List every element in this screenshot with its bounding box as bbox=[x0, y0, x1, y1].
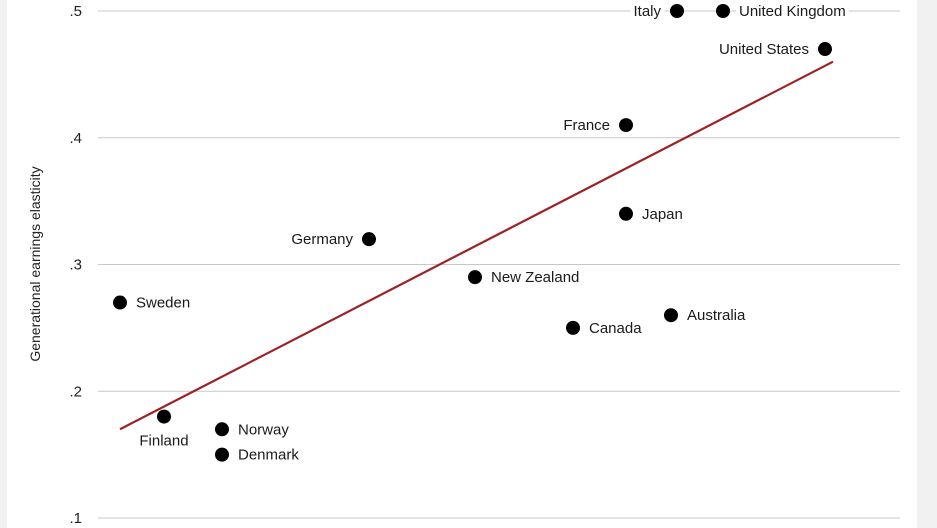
point-label-background bbox=[235, 446, 303, 464]
point-label: New Zealand bbox=[491, 269, 579, 286]
point-label-background bbox=[136, 432, 192, 450]
y-tick-label: .2 bbox=[69, 383, 82, 400]
y-tick-label: .3 bbox=[69, 257, 82, 274]
point-label: Norway bbox=[238, 421, 289, 438]
point-label-background bbox=[630, 3, 665, 20]
point-label-background bbox=[736, 3, 849, 20]
point-label-background bbox=[560, 117, 613, 135]
y-tick-label: .4 bbox=[69, 130, 82, 147]
point-label-background bbox=[235, 421, 293, 439]
point-label-background bbox=[133, 294, 194, 312]
data-point bbox=[566, 320, 580, 335]
point-label-background bbox=[639, 205, 686, 223]
data-point bbox=[818, 42, 832, 57]
data-point bbox=[670, 4, 684, 18]
point-label-background bbox=[288, 231, 357, 249]
point-label: United States bbox=[719, 41, 809, 58]
data-point bbox=[362, 232, 376, 247]
y-axis-label: Generational earnings elasticity bbox=[27, 166, 43, 361]
data-point bbox=[215, 447, 229, 462]
point-label: Denmark bbox=[238, 447, 299, 464]
point-label: Australia bbox=[687, 307, 746, 324]
y-tick-label: .1 bbox=[69, 510, 82, 527]
point-label: Italy bbox=[633, 3, 661, 20]
data-point bbox=[619, 206, 633, 221]
trend-line bbox=[119, 60, 834, 431]
grid-lines bbox=[98, 10, 900, 519]
data-points: Italy United Kingdom United States France Ja… bbox=[113, 3, 849, 464]
point-label: France bbox=[563, 117, 610, 134]
data-point bbox=[468, 270, 482, 285]
y-axis-ticks: .5 .4 .3 .2 .1 bbox=[69, 3, 82, 527]
point-label: United Kingdom bbox=[739, 3, 846, 20]
point-label-background bbox=[488, 269, 583, 287]
point-label-background bbox=[715, 41, 812, 59]
point-label-background bbox=[586, 319, 646, 337]
point-label: Germany bbox=[291, 231, 353, 248]
point-label: Japan bbox=[642, 206, 683, 223]
data-point bbox=[157, 409, 171, 424]
trend-line-group bbox=[119, 60, 834, 431]
point-label: Sweden bbox=[136, 295, 190, 312]
data-point bbox=[619, 118, 633, 133]
point-label: Canada bbox=[589, 320, 642, 337]
data-point bbox=[215, 422, 229, 437]
data-point bbox=[664, 308, 678, 323]
data-point bbox=[113, 295, 127, 310]
data-point bbox=[716, 4, 730, 18]
point-label-background bbox=[684, 307, 750, 325]
point-label: Finland bbox=[139, 433, 188, 450]
y-tick-label: .5 bbox=[69, 3, 82, 20]
